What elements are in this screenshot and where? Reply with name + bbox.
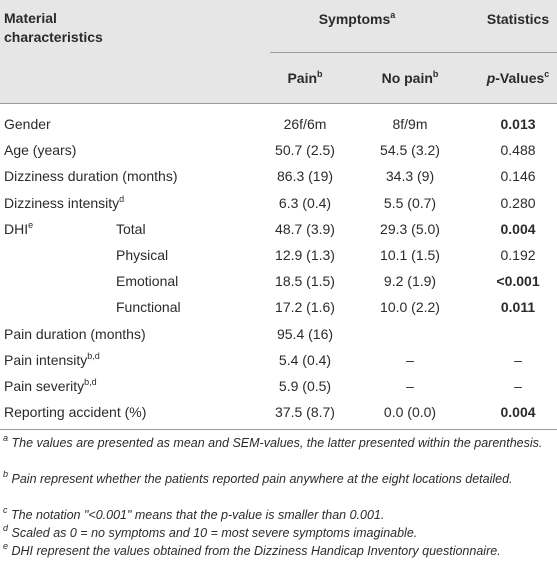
column-header: Statistics [486, 11, 550, 27]
cell: 10.1 (1.5) [380, 247, 440, 263]
footnote-text: Scaled as 0 = no symptoms and 10 = most … [11, 526, 418, 540]
cell: 34.3 (9) [385, 168, 435, 185]
row-label: Dizziness intensityd [4, 193, 125, 211]
column-header-text: Pain [287, 70, 318, 86]
footnote: b Pain represent whether the patients re… [3, 470, 551, 488]
column-header: Material characteristics [4, 10, 103, 45]
row-label: Dizziness duration (months) [4, 168, 178, 184]
cell: 9.2 (1.9) [383, 273, 437, 290]
column-header: p-Valuesc [486, 69, 550, 87]
row-label: Pain severityb,d [4, 377, 97, 395]
cell: 12.9 (1.3) [275, 247, 335, 263]
cell: 0.004 [500, 220, 536, 237]
footnote-text: DHI represent the values obtained from t… [11, 544, 501, 558]
group-header: Symptomsa [318, 10, 396, 28]
footnote-mark: b [3, 469, 9, 479]
footnote: e DHI represent the values obtained from… [3, 542, 551, 560]
cell: 0.0 (0.0) [383, 404, 437, 421]
row-sublabel: Emotional [116, 273, 179, 290]
cell: 5.4 (0.4) [278, 351, 332, 368]
cell: 37.5 (8.7) [275, 404, 335, 421]
footnote-mark: e [3, 541, 9, 551]
footnote-text: The values are presented as mean and SEM… [11, 436, 543, 450]
row-label-text: Age (years) [4, 142, 77, 159]
header-rule [270, 52, 557, 53]
cell: 0.488 [500, 142, 536, 159]
column-header: Painb [287, 69, 323, 87]
cell: 54.5 (3.2) [380, 142, 440, 159]
row-label: DHIe [4, 219, 34, 237]
footnote-mark: b,d [87, 350, 100, 361]
cell: 0.280 [500, 194, 536, 211]
cell: 48.7 (3.9) [275, 220, 335, 237]
row-label: Age (years) [4, 142, 76, 158]
row-sublabel: Physical [116, 247, 169, 263]
row-label: Pain duration (months) [4, 326, 146, 342]
cell: 86.3 (19) [276, 168, 334, 185]
cell: 17.2 (1.6) [275, 299, 335, 316]
cell: <0.001 [496, 273, 540, 290]
row-label-text: Gender [4, 116, 51, 132]
cell: 95.4 (16) [276, 325, 334, 342]
cell: 0.011 [500, 299, 536, 316]
footnote-mark: d [3, 523, 9, 533]
row-label-text: Pain intensity [4, 351, 88, 368]
footnote-mark: d [119, 193, 125, 204]
row-label-text: Reporting accident (%) [4, 404, 147, 421]
cell: 5.5 (0.7) [383, 194, 437, 211]
cell: – [406, 378, 414, 394]
footnote: c The notation "<0.001" means that the p… [3, 506, 551, 524]
row-label: Pain intensityb,d [4, 350, 100, 368]
column-header: No painb [381, 69, 439, 87]
cell: – [514, 351, 522, 368]
footnote-mark: b,d [84, 377, 97, 387]
cell: – [514, 378, 522, 394]
row-label-text: Pain duration (months) [4, 325, 146, 342]
cell: 0.004 [500, 404, 536, 421]
row-label-text: Dizziness duration (months) [4, 168, 178, 185]
cell: 10.0 (2.2) [380, 299, 440, 316]
cell: 29.3 (5.0) [380, 220, 440, 237]
cell: 5.9 (0.5) [278, 378, 332, 394]
column-header-italic: p [486, 70, 496, 86]
row-label: Gender [4, 116, 51, 132]
footnote-mark: a [390, 10, 396, 20]
row-sublabel: Total [116, 220, 146, 237]
row-label-text: Dizziness intensity [4, 194, 120, 211]
footnote-text: The notation "<0.001" means that the p-v… [10, 508, 385, 522]
footnote-mark: e [28, 219, 34, 230]
row-sublabel: Functional [116, 299, 181, 316]
row-label: Reporting accident (%) [4, 404, 146, 420]
cell: 6.3 (0.4) [278, 194, 332, 211]
cell: 26f/6m [283, 116, 327, 132]
cell: 50.7 (2.5) [275, 142, 335, 159]
cell: 0.013 [500, 116, 536, 132]
footnote-mark: a [3, 433, 9, 443]
footnote-text: Pain represent whether the patients repo… [11, 472, 513, 486]
footnote-mark: c [3, 505, 8, 515]
footnote-mark: b [317, 69, 323, 79]
footnote-mark: b [432, 69, 439, 79]
table-bottom-rule [0, 429, 557, 430]
footnote: a The values are presented as mean and S… [3, 434, 551, 452]
footnote: d Scaled as 0 = no symptoms and 10 = mos… [3, 524, 551, 542]
row-label-text: Pain severity [4, 378, 85, 394]
cell: 0.146 [500, 168, 536, 185]
row-label-text: DHI [4, 220, 29, 237]
footnote-mark: c [544, 69, 550, 79]
group-header-text: Symptoms [318, 11, 391, 27]
cell: 8f/9m [392, 116, 428, 132]
cell: 0.192 [500, 247, 536, 263]
header-bottom-rule [0, 103, 557, 104]
column-header-text: -Values [495, 70, 545, 86]
column-header-text: No pain [381, 70, 433, 86]
cell: – [406, 351, 414, 368]
cell: 18.5 (1.5) [275, 273, 335, 290]
